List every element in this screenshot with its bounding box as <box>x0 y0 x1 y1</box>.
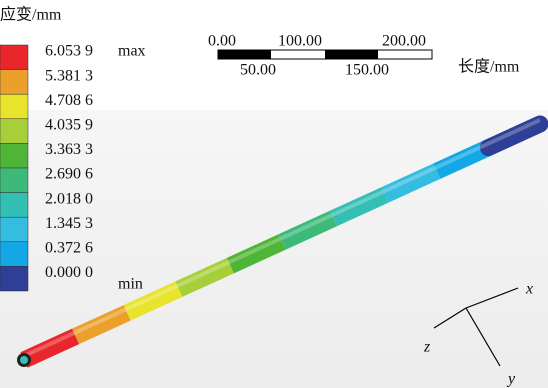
legend-swatch <box>0 119 28 144</box>
legend-swatch <box>0 193 28 218</box>
legend-value: 4.035 9 <box>45 116 93 133</box>
legend-max: max <box>118 43 146 60</box>
legend-title: 应变/mm <box>0 5 62 24</box>
scale-block <box>325 50 378 59</box>
axis-label: y <box>506 371 516 388</box>
axis-label: x <box>525 281 533 298</box>
axis-label: z <box>423 339 431 356</box>
page: 应变/mm max min 6.053 9 5.381 3 4.708 6 4.035… <box>0 0 548 388</box>
legend-swatch <box>0 143 28 168</box>
legend-swatch <box>0 94 28 119</box>
legend-value: 1.345 3 <box>45 215 93 232</box>
legend-swatch <box>0 242 28 267</box>
scale-bar: 0.00 100.00 200.00 50.00 150.00 长度/mm <box>208 33 520 79</box>
scale-label: 150.00 <box>345 62 389 79</box>
scale-label: 200.00 <box>382 33 426 50</box>
legend-swatch <box>0 45 28 70</box>
legend-value: 4.708 6 <box>45 92 93 109</box>
scale-block <box>218 50 271 59</box>
scale-label: 50.00 <box>240 62 276 79</box>
scale-label: 100.00 <box>278 33 322 50</box>
legend-swatch <box>0 266 28 291</box>
legend-value: 2.018 0 <box>45 190 93 207</box>
legend-value: 3.363 3 <box>45 141 93 158</box>
legend-min: min <box>118 276 143 293</box>
rod-end-inner <box>20 356 28 364</box>
legend-value: 5.381 3 <box>45 67 93 84</box>
scale-unit: 长度/mm <box>458 58 520 76</box>
legend-value: 6.053 9 <box>45 43 93 60</box>
legend-swatch <box>0 168 28 193</box>
legend-value: 0.000 0 <box>45 264 93 281</box>
legend-swatch <box>0 70 28 95</box>
legend-swatch <box>0 217 28 242</box>
figure: 应变/mm max min 6.053 9 5.381 3 4.708 6 4.035… <box>0 0 548 388</box>
legend-value: 2.690 6 <box>45 166 93 183</box>
scale-label: 0.00 <box>208 33 236 50</box>
legend-value: 0.372 6 <box>45 239 93 256</box>
